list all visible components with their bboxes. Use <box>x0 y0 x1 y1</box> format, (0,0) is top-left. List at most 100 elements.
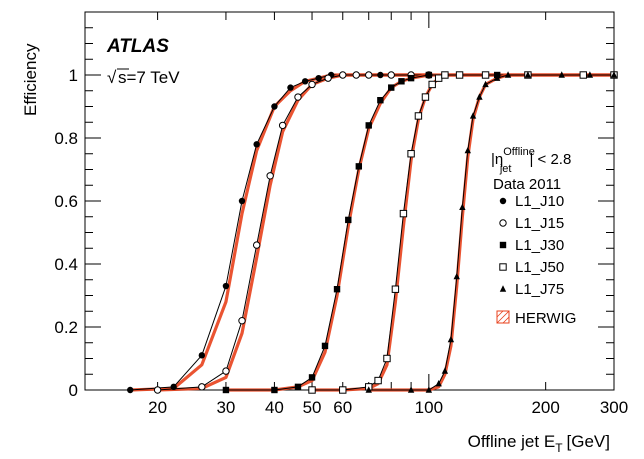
data-point <box>222 367 230 375</box>
legend-label: L1_J10 <box>515 193 564 210</box>
data-point <box>524 71 532 78</box>
data-point <box>308 374 316 381</box>
data-point <box>271 103 278 110</box>
data-point <box>339 71 347 79</box>
eta-cut-sub: jet <box>499 163 512 175</box>
x-axis-label: Offline jet ET [GeV] <box>468 432 610 455</box>
y-tick-label: 0.8 <box>54 129 78 148</box>
legend-label: L1_J75 <box>515 281 564 298</box>
data-point <box>441 367 449 374</box>
data-point <box>586 71 594 78</box>
data-point <box>294 93 302 101</box>
data-point <box>153 386 162 394</box>
mc-band-l1_j15 <box>157 73 429 392</box>
legend-entries: L1_J10 L1_J15 L1_J30 L1_J50 L1_J75 <box>499 193 564 298</box>
x-axis-label-main: Offline jet E <box>468 432 556 451</box>
x-tick-label: 300 <box>600 398 628 417</box>
x-tick-label: 20 <box>148 398 167 417</box>
data-point <box>278 121 287 130</box>
data-point <box>499 219 507 227</box>
data-point <box>238 197 246 205</box>
data-point <box>252 241 261 249</box>
data-point <box>421 93 430 101</box>
legend-entry-l1_j75: L1_J75 <box>499 281 564 298</box>
data-point <box>469 112 477 119</box>
y-tick-label: 0 <box>69 381 78 400</box>
x-tick-label: 30 <box>216 398 235 417</box>
data-point <box>425 386 433 393</box>
data-point <box>398 78 405 85</box>
data-point <box>127 386 134 394</box>
data-point <box>377 71 384 79</box>
data-point <box>407 150 415 158</box>
data-point <box>425 71 433 79</box>
data-point <box>266 172 274 180</box>
y-tick-label: 0.6 <box>54 192 78 211</box>
x-tick-label: 200 <box>531 398 559 417</box>
data-point <box>493 74 501 81</box>
energy-label: √ s=7 TeV <box>107 68 180 87</box>
data-point <box>345 216 352 224</box>
data-point <box>294 383 302 391</box>
data-curve-l1_j75 <box>368 74 614 391</box>
data-point <box>198 352 206 359</box>
eta-cut-label: |ηOffline jet | < 2.8 <box>491 146 571 175</box>
data-point <box>253 141 260 148</box>
data-point <box>238 317 246 325</box>
data-point <box>481 71 490 79</box>
legend-label: L1_J50 <box>515 259 564 276</box>
data-point <box>441 71 449 79</box>
eta-cut-prefix: |η <box>491 151 503 168</box>
experiment-label: ATLAS <box>106 36 169 57</box>
data-point <box>365 386 372 393</box>
data-point <box>414 112 423 120</box>
x-tick-label: 40 <box>265 398 284 417</box>
data-point <box>271 386 278 394</box>
legend-label: L1_J15 <box>515 215 564 232</box>
data-point <box>499 197 507 205</box>
data-point <box>499 263 507 271</box>
legend-entry-herwig: HERWIG <box>496 310 576 327</box>
data-point <box>428 80 436 89</box>
data-point <box>499 241 507 249</box>
herwig-label: HERWIG <box>515 310 576 327</box>
data-point <box>333 286 341 293</box>
data-point <box>482 80 489 88</box>
data-point <box>407 386 415 393</box>
data-point <box>222 386 230 394</box>
x-tick-label: 100 <box>415 398 443 417</box>
data-point <box>383 354 391 363</box>
axis-ticks <box>85 11 615 391</box>
data-point <box>308 386 316 394</box>
legend-entry-l1_j10: L1_J10 <box>499 193 564 210</box>
data-point <box>339 386 347 394</box>
legend-entry-l1_j50: L1_J50 <box>499 259 564 276</box>
data-point <box>321 342 329 350</box>
data-curve-l1_j50 <box>312 74 614 391</box>
data-point <box>610 71 618 78</box>
data-point <box>434 74 443 82</box>
axis-tick-labels: 20 30 40 50 60 100 200 300 0 0.2 0.4 0.6 0.8 1 <box>54 66 628 417</box>
data-point <box>352 71 360 79</box>
data-point <box>308 80 316 89</box>
herwig-swatch-hatch-2 <box>496 310 510 324</box>
data-point <box>374 376 382 385</box>
data-label: Data 2011 <box>493 176 561 193</box>
eta-cut-sup: Offline <box>503 146 535 158</box>
herwig-swatch-hatch-3 <box>502 316 510 324</box>
herwig-swatch-hatch-1 <box>496 310 504 318</box>
data-point <box>365 122 372 129</box>
data-point <box>459 203 466 210</box>
data-point <box>476 93 483 100</box>
data-point <box>435 380 442 387</box>
data-point <box>287 84 294 91</box>
y-axis-label: Efficiency <box>21 43 40 116</box>
data-point <box>170 383 177 391</box>
data-point <box>391 285 400 293</box>
data-point <box>499 285 507 292</box>
legend-label: L1_J30 <box>515 237 564 254</box>
data-point <box>407 74 415 82</box>
mc-band-l1_j50 <box>312 73 614 392</box>
data-curve-l1_j10 <box>130 74 429 391</box>
